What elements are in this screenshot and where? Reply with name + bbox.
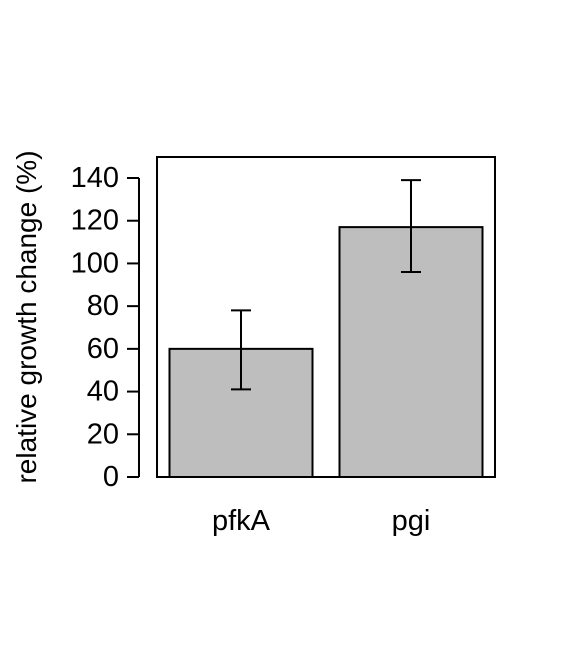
error-bar-pfkA [231,309,251,391]
error-bars-layer [231,179,421,391]
y-tick-label: 20 [87,418,119,450]
y-tick-label: 0 [103,461,119,493]
y-axis-title: relative growth change (%) [11,150,42,483]
y-tick-label: 60 [87,333,119,365]
error-bar-pgi [401,179,421,273]
x-axis: pfkA pgi [212,505,430,537]
y-tick-label: 140 [71,162,119,194]
y-tick-label: 80 [87,290,119,322]
x-tick-label: pfkA [212,505,271,537]
bars-layer [168,226,484,478]
y-tick-label: 40 [87,376,119,408]
x-tick-label: pgi [392,505,431,537]
y-tick-label: 100 [71,247,119,279]
plot-frame [156,156,496,478]
y-tick-label: 120 [71,205,119,237]
y-axis: 0 20 40 60 80 100 120 140 [71,162,140,493]
